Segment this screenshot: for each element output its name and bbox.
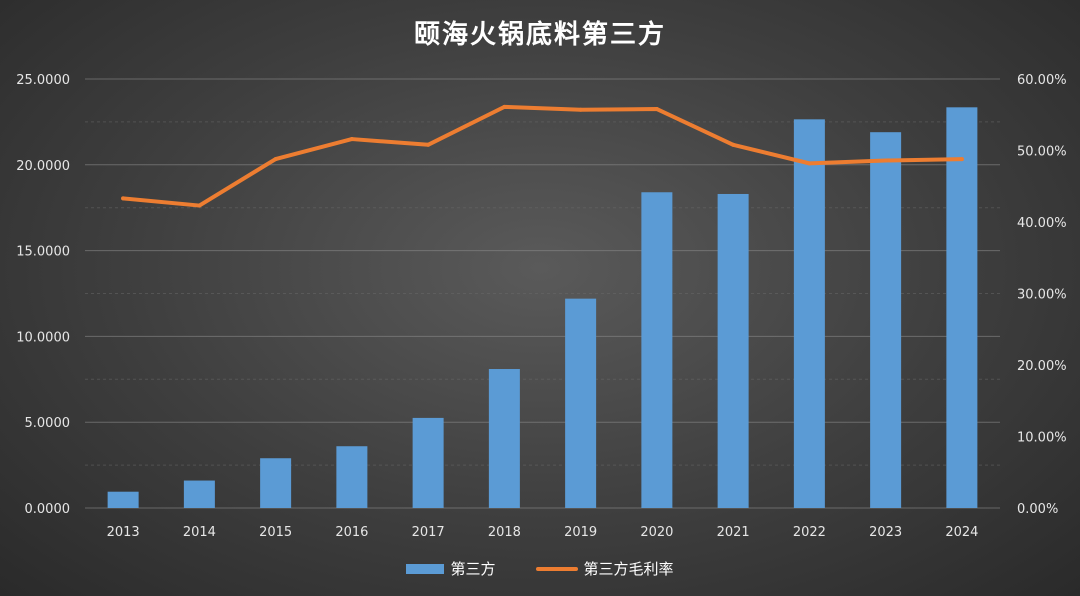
bar [717,193,749,509]
bar [107,491,139,508]
x-tick-label: 2014 [183,525,216,540]
line-point [731,142,736,147]
legend-label-bar: 第三方 [450,560,496,578]
line-point [578,107,583,112]
line-point [349,137,354,142]
bar [260,458,292,508]
y-left-tick-label: 25.0000 [16,73,70,88]
y-left-tick-label: 5.0000 [25,416,71,431]
bar [565,298,597,508]
y-right-tick-label: 40.00% [1017,216,1067,231]
y-right-tick-label: 30.00% [1017,288,1067,303]
axes: 0.0000 5.0000 10.0000 15.0000 20.0000 25.0000… [16,73,1066,540]
x-tick-label: 2018 [488,525,521,540]
line-series [121,104,964,208]
legend-swatch-bar [406,563,445,574]
y-right-tick-label: 10.00% [1017,431,1067,446]
bar [183,480,215,508]
line-point [654,107,659,112]
x-tick-label: 2022 [793,525,826,540]
x-tick-label: 2020 [640,525,673,540]
line-path [121,104,964,208]
x-tick-label: 2016 [335,525,368,540]
bar [793,119,825,509]
bar [412,417,444,508]
line-point [273,157,278,162]
legend: 第三方 第三方毛利率 [0,558,1080,579]
x-tick-label: 2013 [107,525,140,540]
line-point [197,203,202,208]
x-tick-label: 2024 [945,525,978,540]
y-left-tick-label: 10.0000 [16,330,70,345]
y-right-tick-label: 50.00% [1017,145,1067,160]
legend-label-line: 第三方毛利率 [583,560,674,578]
line-point [121,196,126,201]
bar [488,369,520,508]
bar [946,107,978,509]
line-point [426,142,431,147]
x-tick-label: 2017 [412,525,445,540]
y-left-tick-label: 20.0000 [16,159,70,174]
chart-title: 颐海火锅底料第三方 [413,20,666,50]
legend-swatch-line [535,566,578,571]
legend-item-line: 第三方毛利率 [535,558,674,579]
grid-lines [85,78,1000,509]
bar [336,446,368,508]
y-left-tick-label: 15.0000 [16,245,70,260]
bar-series [107,107,978,509]
y-right-tick-label: 60.00% [1017,73,1067,88]
line-point [502,104,507,109]
line-point [883,158,888,163]
x-tick-label: 2015 [259,525,292,540]
line-point [807,161,812,166]
x-tick-label: 2023 [869,525,902,540]
bar [641,192,673,509]
y-left-tick-label: 0.0000 [25,502,71,517]
y-right-tick-label: 20.00% [1017,359,1067,374]
line-point [959,157,964,162]
x-tick-label: 2021 [717,525,750,540]
y-right-tick-label: 0.00% [1017,502,1058,517]
bar [870,132,902,509]
legend-item-bar: 第三方 [406,558,496,579]
x-tick-label: 2019 [564,525,597,540]
